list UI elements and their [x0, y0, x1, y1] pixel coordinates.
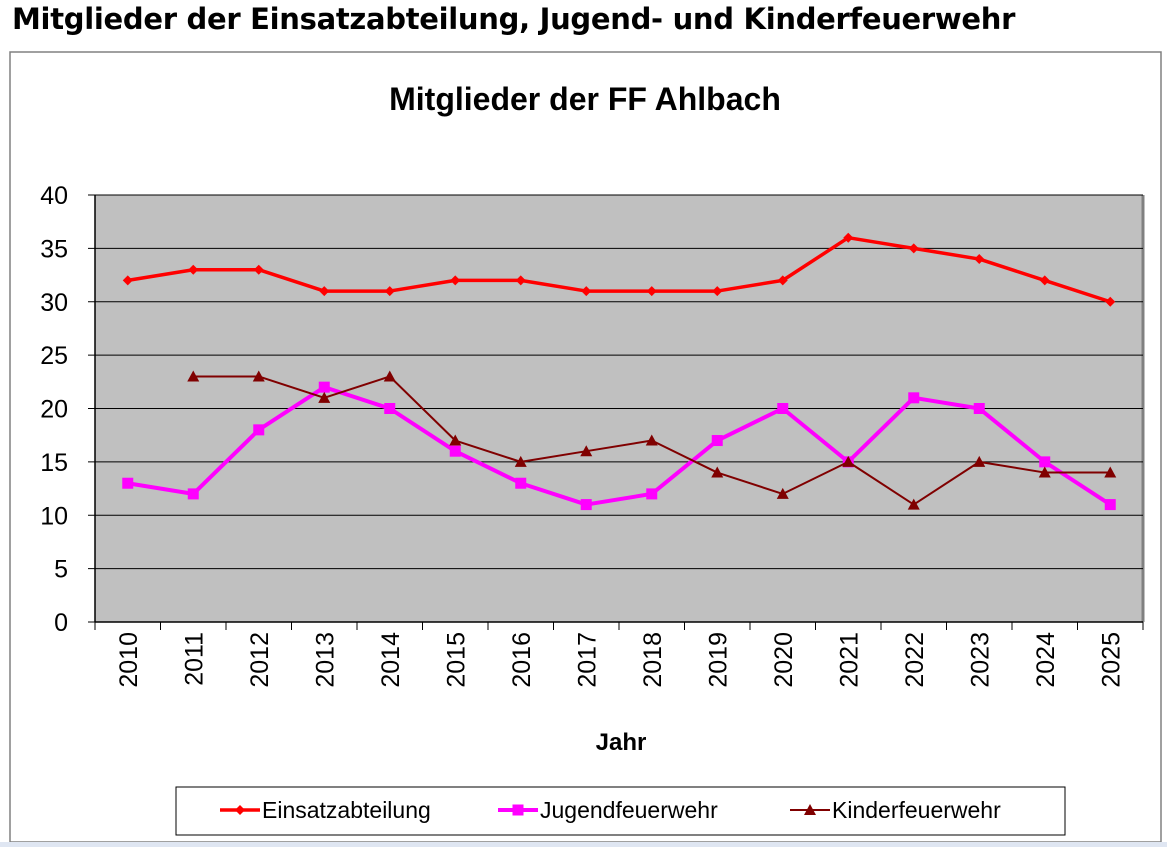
- data-point: [842, 455, 855, 467]
- data-point: [1038, 466, 1051, 478]
- x-tick-label: 2014: [377, 632, 405, 688]
- y-tick-label: 40: [40, 182, 68, 210]
- legend-marker: [804, 804, 816, 815]
- x-tick-label: 2020: [770, 632, 798, 688]
- x-tick-label: 2011: [180, 632, 208, 686]
- data-point: [449, 434, 462, 446]
- legend: [175, 786, 1066, 836]
- data-point: [1104, 499, 1116, 511]
- data-point: [973, 403, 985, 414]
- x-tick-label: 2017: [573, 632, 601, 688]
- x-tick-label: 2016: [508, 632, 536, 688]
- page-heading: Mitglieder der Einsatzabteilung, Jugend-…: [12, 2, 1016, 36]
- bottom-strip: [0, 842, 1167, 847]
- y-tick-label: 5: [54, 556, 68, 584]
- data-point: [908, 243, 919, 254]
- data-point: [581, 286, 592, 297]
- x-tick-label: 2012: [246, 632, 274, 688]
- data-point: [580, 445, 593, 457]
- data-point: [1039, 275, 1050, 286]
- x-tick-label: 2019: [704, 632, 732, 688]
- data-point: [515, 275, 526, 286]
- data-point: [712, 286, 723, 297]
- series-line: [127, 235, 1111, 304]
- data-point: [450, 275, 461, 286]
- data-point: [1104, 466, 1117, 478]
- data-point: [907, 498, 920, 510]
- data-point: [843, 232, 854, 243]
- x-tick-label: 2022: [901, 632, 929, 688]
- data-point: [645, 434, 658, 446]
- legend-marker: [235, 805, 245, 815]
- data-point: [711, 466, 724, 478]
- data-point: [383, 370, 396, 382]
- data-point: [384, 286, 395, 297]
- data-point: [187, 370, 200, 382]
- series-kinderfeuerwehr: [187, 370, 1117, 510]
- data-point: [449, 445, 461, 457]
- data-point: [711, 435, 723, 447]
- data-point: [646, 286, 657, 297]
- data-point: [187, 488, 199, 500]
- legend-marker: [512, 804, 524, 816]
- data-point: [777, 403, 789, 414]
- x-tick-label: 2024: [1032, 632, 1060, 688]
- series-einsatzabteilung: [122, 232, 1116, 307]
- data-point: [253, 264, 264, 275]
- data-point: [580, 499, 592, 511]
- data-point: [973, 455, 986, 467]
- y-tick-label: 30: [40, 289, 68, 317]
- y-tick-label: 0: [54, 609, 68, 637]
- data-point: [776, 487, 789, 499]
- data-point: [974, 254, 985, 265]
- x-tick-label: 2025: [1097, 632, 1125, 688]
- x-tick-label: 2015: [442, 632, 470, 688]
- x-tick-label: 2021: [835, 632, 863, 688]
- x-tick-label: 2018: [639, 632, 667, 688]
- x-tick-label: 2023: [966, 632, 994, 688]
- data-point: [122, 275, 133, 286]
- data-point: [188, 264, 199, 275]
- data-point: [646, 488, 658, 500]
- data-point: [384, 403, 396, 414]
- legend-label: Einsatzabteilung: [262, 797, 431, 823]
- legend-label: Kinderfeuerwehr: [832, 797, 1001, 823]
- data-point: [253, 424, 265, 436]
- data-point: [908, 392, 920, 404]
- y-tick-label: 15: [40, 449, 68, 477]
- data-point: [319, 286, 330, 297]
- y-tick-label: 35: [40, 235, 68, 263]
- series-line: [127, 385, 1112, 507]
- x-tick-label: 2013: [311, 632, 339, 688]
- series-jugendfeuerwehr: [122, 381, 1116, 511]
- data-point: [252, 370, 265, 382]
- data-point: [514, 455, 527, 467]
- data-point: [777, 275, 788, 286]
- data-point: [318, 391, 331, 403]
- y-tick-label: 10: [40, 502, 68, 530]
- x-tick-label: 2010: [115, 632, 143, 688]
- y-tick-label: 20: [40, 396, 68, 424]
- legend-label: Jugendfeuerwehr: [540, 797, 718, 823]
- data-point: [122, 477, 134, 489]
- x-axis-label: Jahr: [596, 729, 647, 756]
- chart-title: Mitglieder der FF Ahlbach: [389, 81, 781, 117]
- data-point: [318, 381, 330, 393]
- data-point: [515, 477, 527, 489]
- data-point: [1039, 456, 1051, 468]
- y-tick-label: 25: [40, 342, 68, 370]
- data-point: [1105, 296, 1116, 307]
